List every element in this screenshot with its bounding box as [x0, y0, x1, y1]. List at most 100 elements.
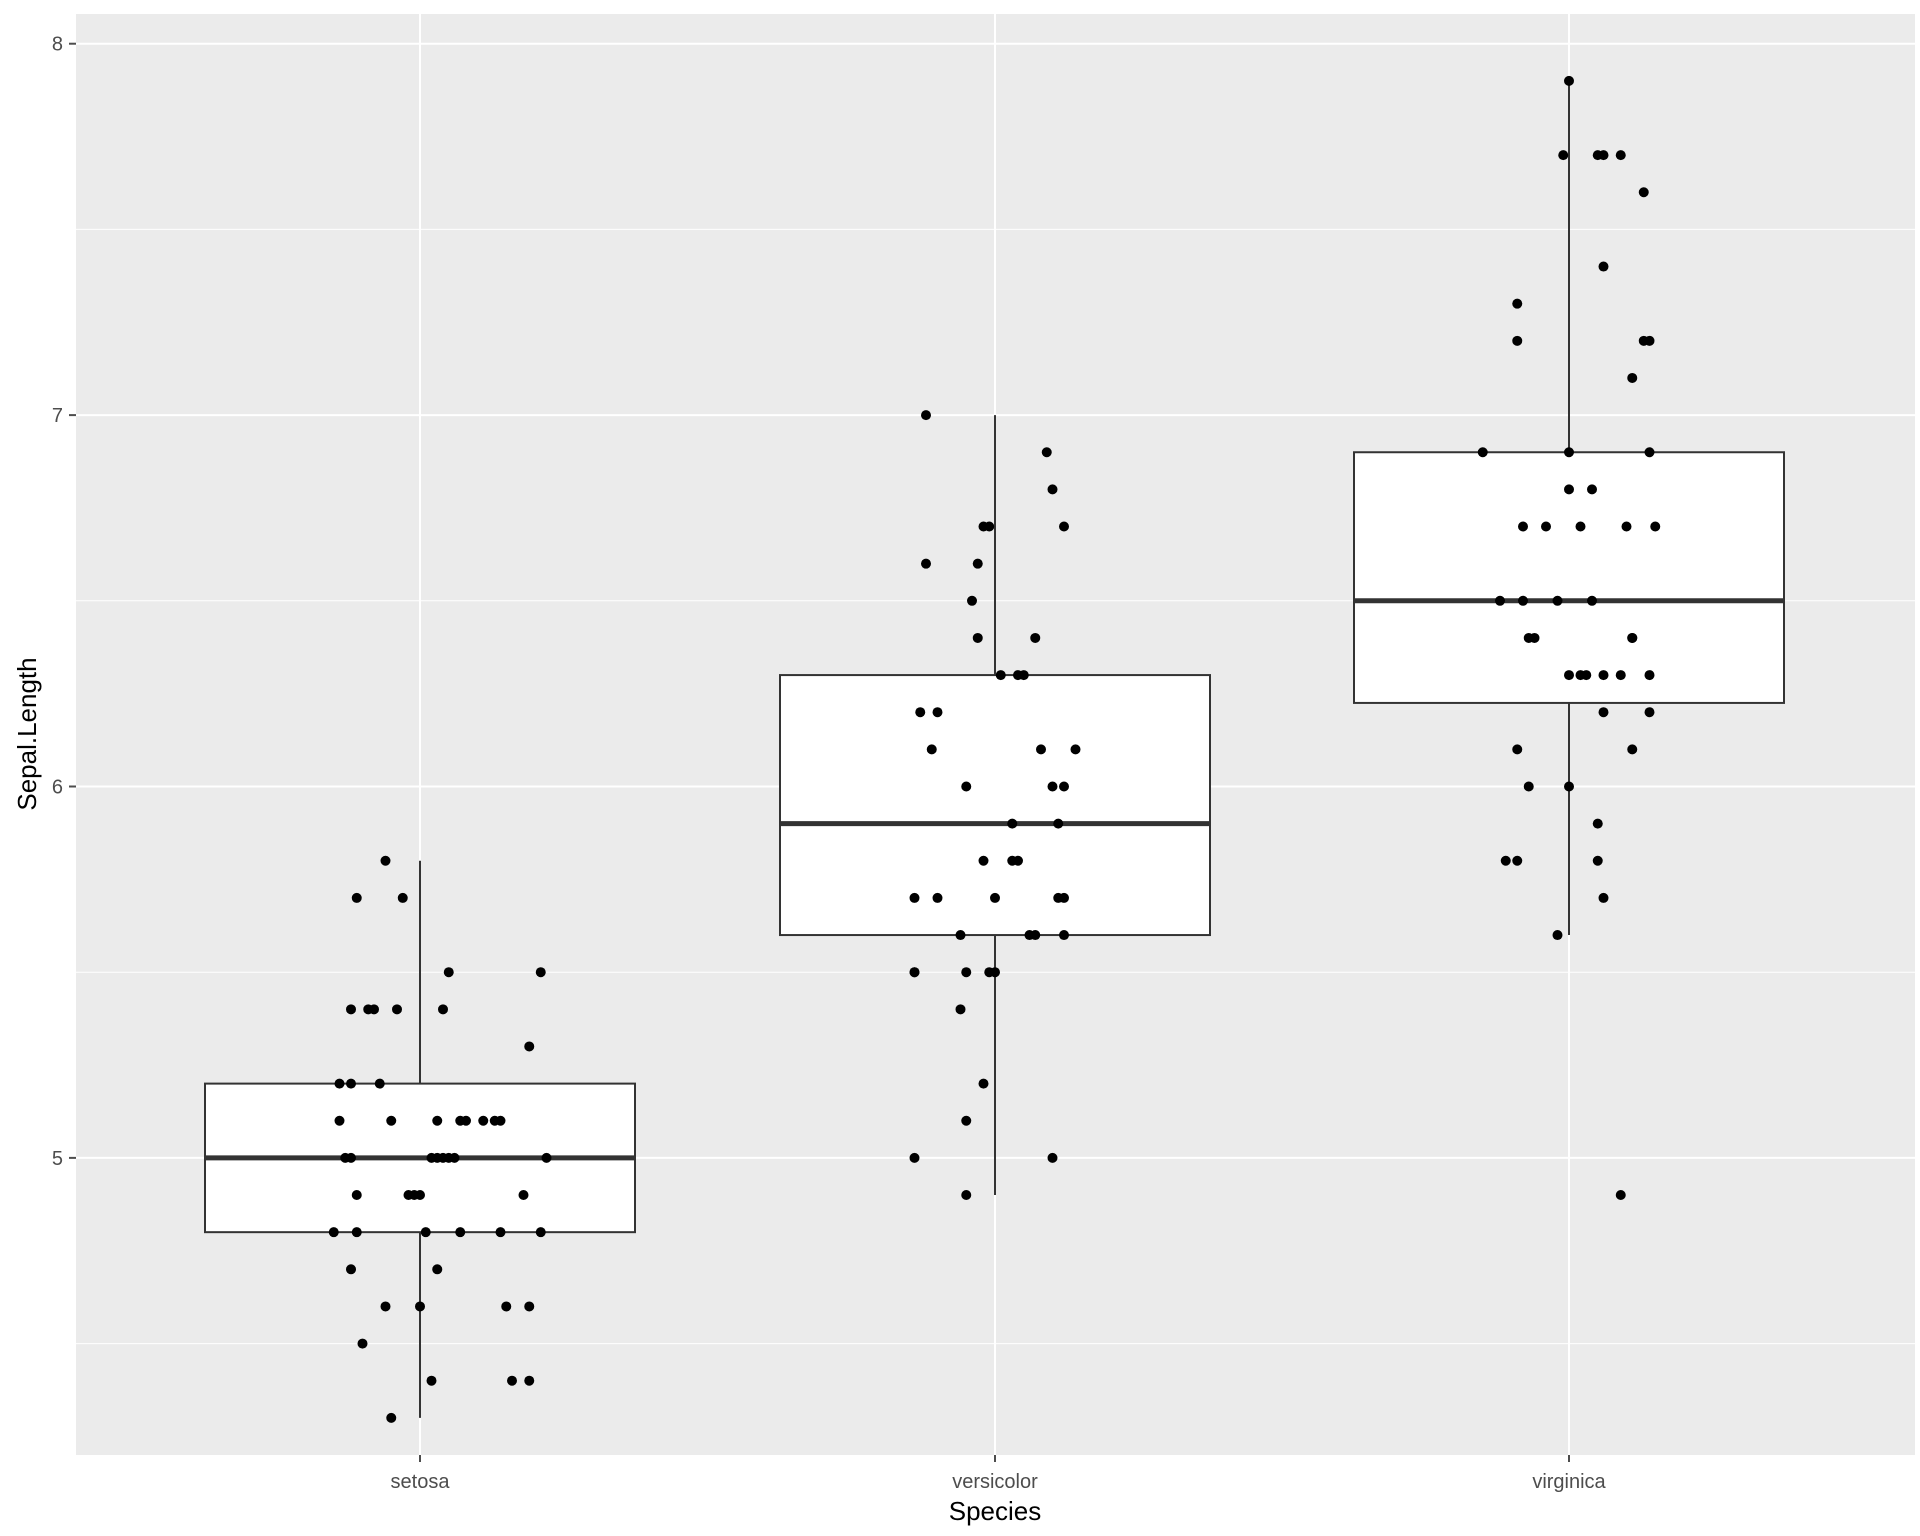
data-point-virginica — [1552, 595, 1563, 606]
data-point-versicolor — [1007, 855, 1018, 866]
data-point-setosa — [426, 1375, 437, 1386]
data-point-virginica — [1495, 595, 1505, 606]
data-point-virginica — [1644, 335, 1655, 346]
data-point-virginica — [1598, 261, 1609, 272]
data-point-versicolor — [1047, 781, 1058, 792]
data-point-virginica — [1587, 595, 1597, 606]
data-point-versicolor — [990, 892, 1000, 903]
data-point-setosa — [455, 1227, 466, 1238]
data-point-virginica — [1512, 335, 1523, 346]
data-point-virginica — [1552, 930, 1563, 941]
data-point-setosa — [524, 1375, 535, 1386]
data-point-versicolor — [1030, 930, 1041, 941]
data-point-virginica — [1564, 447, 1574, 458]
data-point-virginica — [1644, 707, 1655, 718]
data-point-virginica — [1598, 150, 1609, 161]
data-point-setosa — [461, 1115, 471, 1126]
data-point-virginica — [1512, 855, 1523, 866]
data-point-virginica — [1627, 632, 1638, 643]
y-tick-label: 6 — [52, 776, 63, 798]
data-point-versicolor — [990, 967, 1000, 978]
data-point-versicolor — [909, 1152, 920, 1163]
data-point-virginica — [1512, 744, 1523, 755]
box-setosa — [204, 860, 636, 1418]
data-point-setosa — [346, 1264, 356, 1275]
data-point-virginica — [1523, 632, 1534, 643]
data-point-virginica — [1638, 187, 1649, 198]
data-point-virginica — [1564, 75, 1574, 86]
data-point-virginica — [1650, 521, 1661, 532]
data-point-setosa — [357, 1338, 368, 1349]
data-point-versicolor — [984, 521, 995, 532]
data-point-setosa — [334, 1078, 345, 1089]
data-point-versicolor — [1047, 1152, 1058, 1163]
data-point-virginica — [1592, 818, 1603, 829]
data-point-virginica — [1598, 670, 1609, 681]
data-point-setosa — [351, 892, 362, 903]
data-point-setosa — [346, 1152, 356, 1163]
data-point-virginica — [1558, 150, 1569, 161]
data-point-setosa — [380, 855, 391, 866]
x-tick-label: virginica — [1532, 1471, 1606, 1493]
data-point-versicolor — [1036, 744, 1046, 755]
data-point-setosa — [524, 1301, 535, 1312]
data-point-setosa — [478, 1115, 489, 1126]
data-point-setosa — [386, 1115, 397, 1126]
data-point-setosa — [432, 1264, 443, 1275]
data-point-virginica — [1598, 707, 1609, 718]
data-point-versicolor — [961, 1190, 972, 1201]
data-point-virginica — [1518, 595, 1528, 606]
data-point-virginica — [1523, 781, 1534, 792]
data-point-setosa — [346, 1004, 356, 1015]
data-point-versicolor — [921, 558, 931, 569]
y-tick-label: 5 — [52, 1148, 63, 1170]
box-virginica — [1353, 80, 1785, 936]
data-point-setosa — [495, 1115, 506, 1126]
data-point-setosa — [403, 1190, 414, 1201]
data-point-setosa — [351, 1190, 362, 1201]
data-point-versicolor — [972, 558, 983, 569]
data-point-versicolor — [932, 892, 943, 903]
data-point-virginica — [1564, 484, 1574, 495]
data-point-virginica — [1541, 521, 1551, 532]
data-point-setosa — [518, 1190, 529, 1201]
data-point-setosa — [346, 1078, 356, 1089]
data-point-virginica — [1592, 855, 1603, 866]
data-point-setosa — [495, 1227, 506, 1238]
data-point-setosa — [541, 1152, 552, 1163]
data-point-virginica — [1615, 1190, 1626, 1201]
data-point-setosa — [415, 1190, 425, 1201]
data-point-versicolor — [1030, 632, 1041, 643]
box-iqr — [779, 674, 1211, 937]
data-point-versicolor — [961, 967, 972, 978]
data-point-virginica — [1518, 521, 1528, 532]
data-point-virginica — [1615, 150, 1626, 161]
data-point-versicolor — [909, 967, 920, 978]
data-point-setosa — [501, 1301, 512, 1312]
data-point-versicolor — [1053, 818, 1064, 829]
data-point-versicolor — [1041, 447, 1052, 458]
data-point-versicolor — [921, 410, 931, 421]
box-versicolor — [779, 415, 1211, 1196]
data-point-virginica — [1627, 744, 1638, 755]
jitter-points — [328, 75, 1661, 1423]
data-point-versicolor — [1047, 484, 1058, 495]
data-point-versicolor — [926, 744, 937, 755]
data-point-versicolor — [1007, 818, 1018, 829]
data-point-versicolor — [995, 670, 1006, 681]
data-point-setosa — [374, 1078, 385, 1089]
data-point-virginica — [1627, 372, 1638, 383]
data-point-setosa — [432, 1115, 443, 1126]
data-point-setosa — [524, 1041, 535, 1052]
data-point-setosa — [328, 1227, 339, 1238]
y-tick-label: 7 — [52, 405, 63, 427]
data-point-versicolor — [909, 892, 920, 903]
data-point-versicolor — [961, 1115, 972, 1126]
data-point-setosa — [415, 1301, 425, 1312]
data-point-virginica — [1598, 892, 1609, 903]
data-point-virginica — [1615, 670, 1626, 681]
data-point-setosa — [392, 1004, 402, 1015]
data-point-versicolor — [1059, 781, 1069, 792]
x-tick-label: setosa — [391, 1471, 451, 1493]
data-point-setosa — [369, 1004, 379, 1015]
